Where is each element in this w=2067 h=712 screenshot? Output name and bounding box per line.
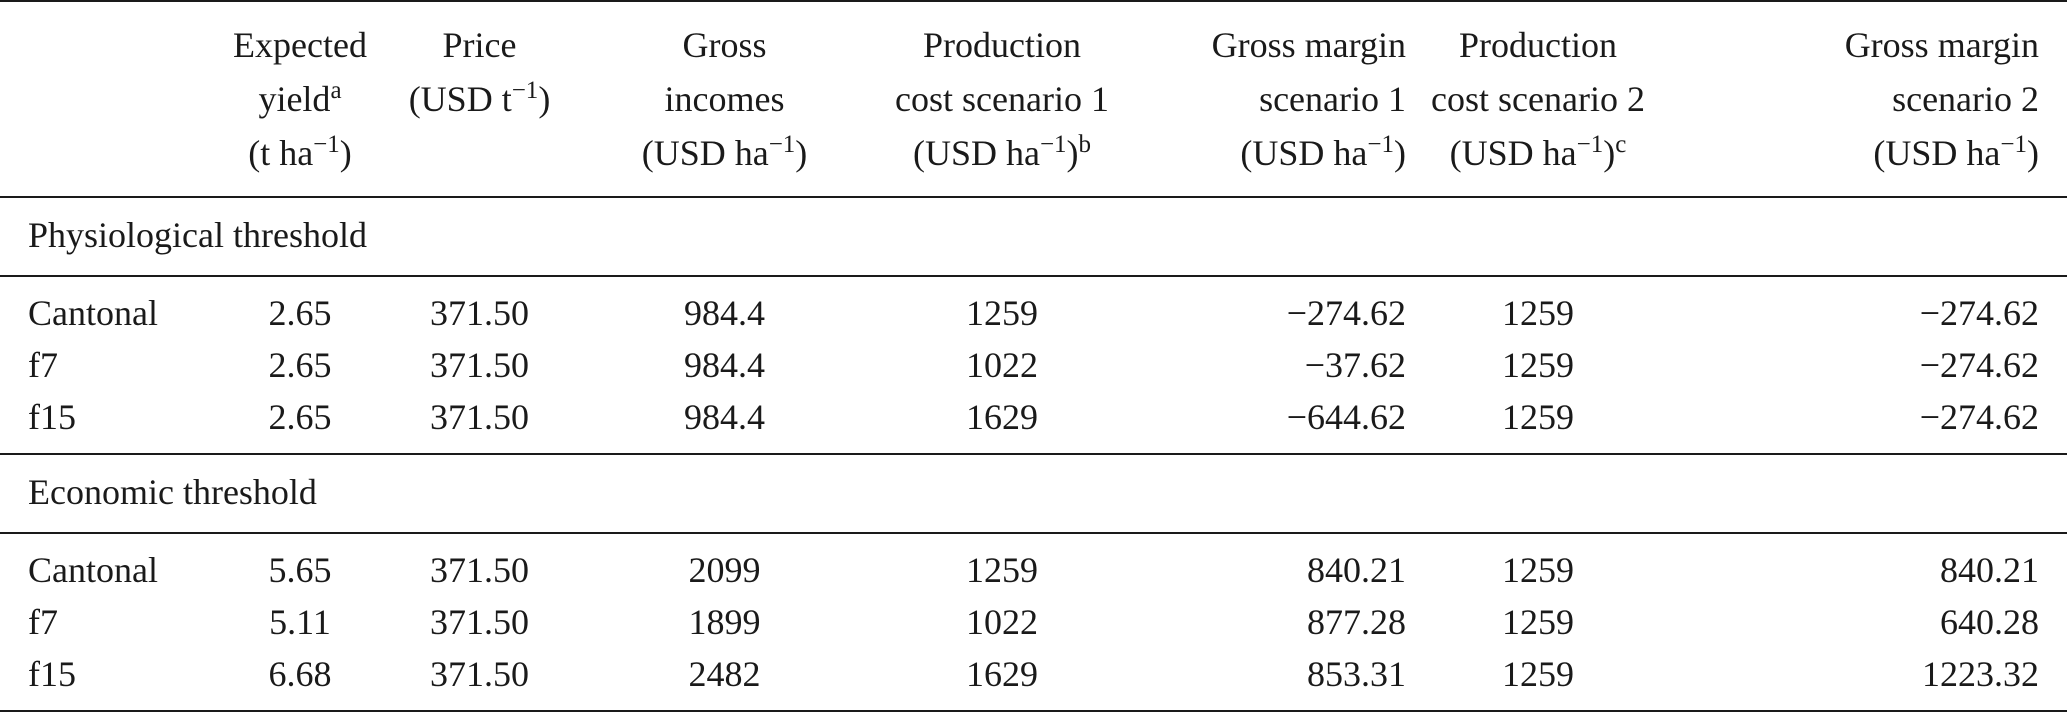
- cell: 1259: [1414, 648, 1662, 712]
- cell: −274.62: [1919, 397, 2040, 437]
- cell: 1259: [1502, 602, 1574, 642]
- header-gross-incomes: Gross incomes (USD ha−1): [572, 0, 877, 198]
- cell: 5.11: [269, 602, 331, 642]
- cell: 1259: [1502, 550, 1574, 590]
- cell: 2.65: [268, 345, 332, 385]
- row-label: f15: [28, 397, 76, 437]
- cell: 853.31: [1127, 648, 1414, 712]
- row-label: f7: [28, 602, 58, 642]
- row-label: f7: [28, 345, 58, 385]
- cell: 1259: [1502, 397, 1574, 437]
- cell: 371.50: [430, 602, 529, 642]
- header-gross-margin-2: Gross margin scenario 2 (USD ha−1): [1662, 0, 2067, 198]
- row-label: f15: [0, 648, 213, 712]
- row-label: Cantonal: [28, 550, 158, 590]
- cell: 1259: [966, 550, 1038, 590]
- cell: 1259: [1502, 293, 1574, 333]
- table-row: f7 2.65 371.50 984.4 1022 −37.62 1259 −2…: [0, 339, 2067, 391]
- cell: 1629: [966, 397, 1038, 437]
- cell: −274.62: [1919, 345, 2040, 385]
- cell: −644.62: [1286, 397, 1406, 437]
- cell: 2099: [688, 550, 761, 590]
- section-title-economic: Economic threshold: [0, 453, 2067, 534]
- section-header-row: Physiological threshold: [0, 197, 2067, 277]
- table-row: Cantonal 5.65 371.50 2099 1259 840.21 12…: [0, 533, 2067, 596]
- cell: 371.50: [430, 293, 529, 333]
- section-header-row: Economic threshold: [0, 453, 2067, 534]
- header-empty: [0, 0, 213, 198]
- row-label: Cantonal: [28, 293, 158, 333]
- table-row: f7 5.11 371.50 1899 1022 877.28 1259 640…: [0, 596, 2067, 648]
- cell: 1259: [1502, 345, 1574, 385]
- cell: 877.28: [1307, 602, 1406, 642]
- cell: 984.4: [684, 293, 765, 333]
- cell: −37.62: [1304, 345, 1406, 385]
- cell: 640.28: [1940, 602, 2040, 642]
- cell: 371.50: [430, 550, 529, 590]
- header-row: Expected yielda (t ha−1) Price (USD t−1)…: [0, 0, 2067, 198]
- cell: 1899: [688, 602, 761, 642]
- cell: 6.68: [213, 648, 387, 712]
- header-production-cost-2: Production cost scenario 2 (USD ha−1)c: [1414, 0, 1662, 198]
- cell: 1259: [966, 293, 1038, 333]
- cell: 840.21: [1940, 550, 2040, 590]
- cell: 5.65: [268, 550, 332, 590]
- cell: 2.65: [268, 397, 332, 437]
- cell: 840.21: [1307, 550, 1406, 590]
- header-production-cost-1: Production cost scenario 1 (USD ha−1)b: [877, 0, 1127, 198]
- header-price: Price (USD t−1): [387, 0, 572, 198]
- section-title-physiological: Physiological threshold: [0, 197, 2067, 277]
- cell: 1022: [966, 602, 1038, 642]
- cell: 2.65: [268, 293, 332, 333]
- header-gross-margin-1: Gross margin scenario 1 (USD ha−1): [1127, 0, 1414, 198]
- cell: 371.50: [387, 648, 572, 712]
- cell: 1022: [966, 345, 1038, 385]
- header-expected-yield: Expected yielda (t ha−1): [213, 0, 387, 198]
- table-row: f15 2.65 371.50 984.4 1629 −644.62 1259 …: [0, 391, 2067, 454]
- cell: 1629: [877, 648, 1127, 712]
- cell: 1223.32: [1662, 648, 2067, 712]
- cell: 984.4: [684, 397, 765, 437]
- cell: 371.50: [430, 397, 529, 437]
- cell: −274.62: [1286, 293, 1406, 333]
- table-row: Cantonal 2.65 371.50 984.4 1259 −274.62 …: [0, 276, 2067, 339]
- cell: −274.62: [1919, 293, 2040, 333]
- cell: 371.50: [430, 345, 529, 385]
- cell: 2482: [572, 648, 877, 712]
- cell: 984.4: [684, 345, 765, 385]
- table-row: f15 6.68 371.50 2482 1629 853.31 1259 12…: [0, 648, 2067, 712]
